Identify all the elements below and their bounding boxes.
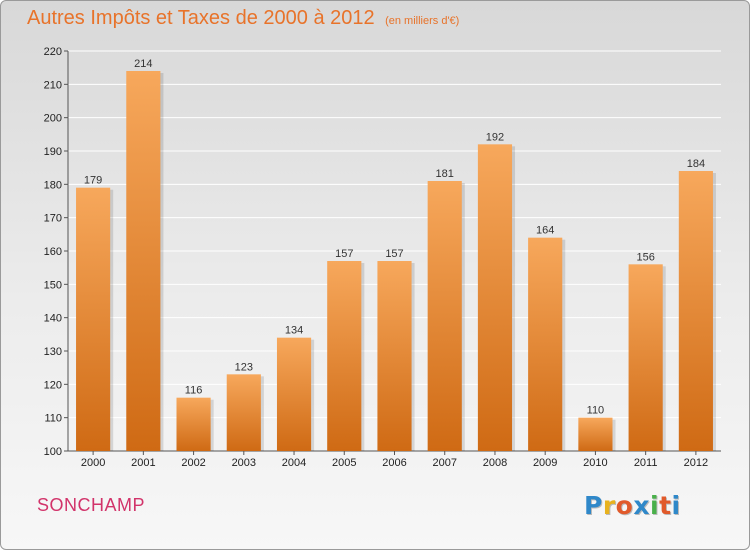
data-label: 157: [335, 248, 353, 260]
data-label: 157: [385, 248, 403, 260]
bar: [276, 337, 312, 451]
bar: [578, 417, 613, 451]
bar: [377, 261, 412, 451]
data-label: 134: [285, 325, 303, 337]
x-tick-label: 2011: [634, 457, 658, 469]
y-tick-label: 100: [44, 446, 62, 458]
bar: [126, 71, 161, 451]
x-tick-label: 2005: [332, 457, 356, 469]
data-label: 164: [536, 225, 554, 237]
logo-letter: P: [584, 491, 603, 520]
y-tick-label: 140: [44, 313, 62, 325]
logo-letter: i: [671, 491, 681, 520]
y-tick-label: 170: [44, 213, 62, 225]
x-tick-label: 2004: [282, 457, 306, 469]
y-tick-label: 200: [44, 113, 62, 125]
x-tick-label: 2001: [131, 457, 155, 469]
title-row: Autres Impôts et Taxes de 2000 à 2012 (e…: [27, 7, 459, 30]
bar: [226, 374, 261, 451]
data-label: 156: [636, 251, 654, 263]
x-tick-label: 2012: [684, 457, 708, 469]
data-label: 184: [687, 158, 705, 170]
bar: [678, 171, 713, 451]
bar: [176, 397, 211, 451]
x-tick-label: 2000: [81, 457, 105, 469]
logo-letter: x: [633, 491, 650, 520]
y-tick-label: 210: [44, 79, 62, 91]
data-label: 179: [84, 175, 102, 187]
x-tick-label: 2006: [382, 457, 406, 469]
x-tick-label: 2010: [583, 457, 607, 469]
chart-subtitle: (en milliers d'€): [385, 15, 460, 27]
data-label: 123: [235, 361, 253, 373]
data-label: 116: [185, 385, 203, 397]
bar: [76, 187, 111, 451]
x-tick-label: 2009: [533, 457, 557, 469]
x-tick-label: 2007: [432, 457, 456, 469]
x-tick-label: 2008: [483, 457, 507, 469]
proxiti-logo: Proxiti: [584, 491, 681, 520]
y-tick-label: 130: [44, 346, 62, 358]
x-tick-label: 2003: [232, 457, 256, 469]
y-tick-label: 120: [44, 379, 62, 391]
logo-letter: o: [615, 491, 634, 520]
y-tick-label: 180: [44, 179, 62, 191]
logo-letter: t: [659, 491, 672, 520]
bar: [477, 144, 513, 452]
logo-letter: i: [650, 491, 660, 520]
bar: [427, 181, 462, 451]
bar: [628, 264, 663, 451]
logo-letter: r: [602, 491, 616, 520]
bar: [327, 261, 362, 451]
data-label: 181: [436, 168, 454, 180]
bar: [528, 237, 563, 451]
x-tick-label: 2002: [181, 457, 205, 469]
y-tick-label: 220: [44, 46, 62, 58]
y-tick-label: 150: [44, 279, 62, 291]
y-tick-label: 190: [44, 146, 62, 158]
y-tick-label: 160: [44, 246, 62, 258]
commune-name: SONCHAMP: [37, 495, 146, 515]
data-label: 214: [134, 58, 152, 70]
chart-title: Autres Impôts et Taxes de 2000 à 2012: [27, 7, 375, 29]
data-label: 110: [587, 405, 605, 417]
y-tick-label: 110: [44, 413, 62, 425]
data-label: 192: [486, 131, 504, 143]
